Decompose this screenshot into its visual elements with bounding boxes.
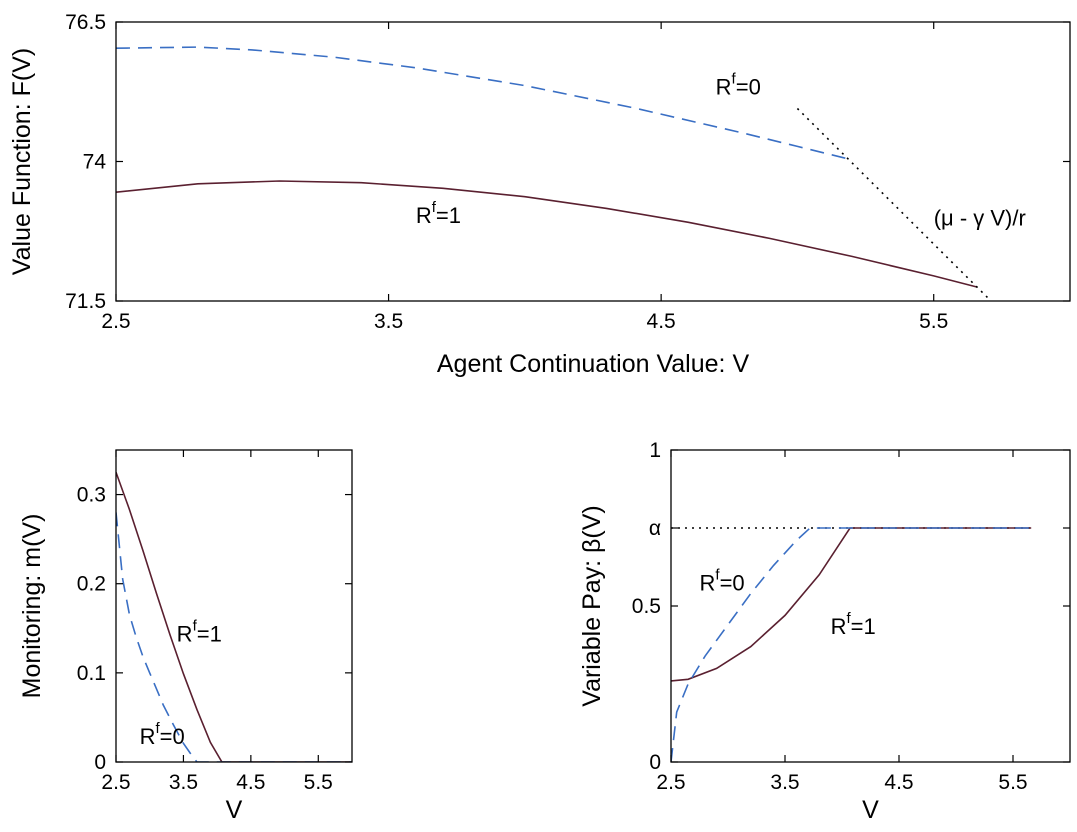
curve-annotation: Rf=1 — [416, 199, 461, 228]
curve-annotation: Rf=1 — [177, 618, 222, 647]
variable-pay-chart: 2.5 3.5 4.5 5.5 0 0.5 1 α V Variable Pay: β(V) Rf=… — [578, 439, 1071, 824]
x-tick-label: 3.5 — [374, 310, 403, 333]
curve-annotation: Rf=1 — [831, 610, 876, 639]
y-tick-label: 0.2 — [77, 573, 106, 596]
value-function-chart: 2.5 3.5 4.5 5.5 71.5 74 76.5 Agent Continuation… — [8, 11, 1071, 378]
y-tick-label: 0 — [94, 751, 106, 774]
monitoring-chart: 2.5 3.5 4.5 5.5 0 0.1 0.2 0.3 V Monitoring: m(V) R… — [18, 449, 353, 824]
series-line-r-f-1 — [116, 472, 352, 762]
x-axis-label: Agent Continuation Value: V — [437, 350, 750, 378]
x-tick-label: 5.5 — [304, 771, 333, 794]
x-tick-label: 5.5 — [998, 771, 1027, 794]
y-tick-label: 74 — [83, 151, 107, 174]
y-tick-label: α — [649, 517, 661, 540]
series-line-r-f-0 — [116, 46, 853, 161]
curve-annotation: Rf=0 — [140, 720, 185, 749]
axes-frame — [670, 449, 1071, 763]
series-line-r-f-0 — [116, 512, 352, 762]
y-tick-label: 76.5 — [65, 11, 106, 34]
series-line-r-f-1 — [671, 527, 1032, 682]
y-axis-label: Variable Pay: β(V) — [578, 505, 606, 707]
curve-annotation: (μ - γ V)/r — [934, 206, 1026, 231]
y-axis-label: Monitoring: m(V) — [18, 514, 46, 699]
x-axis-label: V — [226, 796, 243, 824]
series-line--v-r — [796, 107, 989, 299]
x-tick-label: 4.5 — [236, 771, 265, 794]
x-tick-label: 2.5 — [101, 771, 130, 794]
axes-frame — [115, 21, 1071, 302]
curve-annotation: Rf=0 — [716, 71, 761, 100]
x-tick-label: 3.5 — [169, 771, 198, 794]
y-tick-label: 0.3 — [77, 484, 106, 507]
x-tick-label: 4.5 — [884, 771, 913, 794]
y-tick-label: 0.5 — [632, 595, 661, 618]
series-line-r-f-0 — [671, 527, 1032, 762]
x-tick-label: 3.5 — [770, 771, 799, 794]
x-tick-label: 2.5 — [101, 310, 130, 333]
axes-frame — [115, 449, 353, 763]
y-tick-label: 1 — [649, 439, 661, 462]
series-line-r-f-1 — [116, 180, 978, 288]
x-tick-label: 5.5 — [919, 310, 948, 333]
x-tick-label: 2.5 — [656, 771, 685, 794]
curve-annotation: Rf=0 — [700, 566, 745, 595]
y-tick-label: 0 — [649, 751, 661, 774]
y-axis-label: Value Function: F(V) — [8, 48, 36, 275]
x-tick-label: 4.5 — [647, 310, 676, 333]
x-axis-label: V — [862, 796, 879, 824]
y-tick-label: 71.5 — [65, 290, 106, 313]
y-tick-label: 0.1 — [77, 662, 106, 685]
